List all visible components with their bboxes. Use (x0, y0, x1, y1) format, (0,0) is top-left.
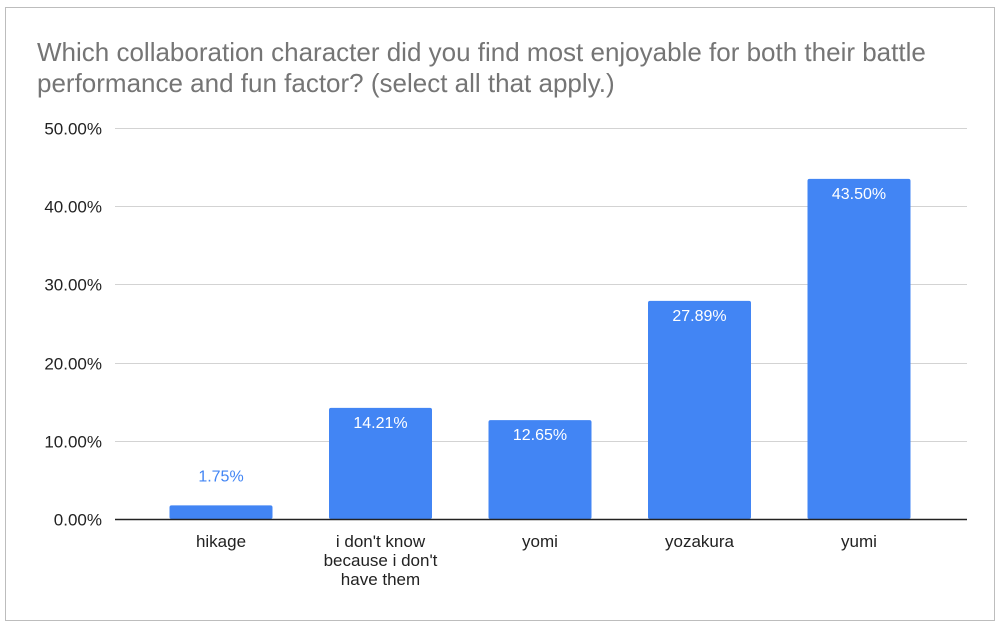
x-tick-label: i don't know because i don't have them (324, 532, 438, 589)
x-tick-label: yozakura (665, 532, 735, 551)
data-label: 12.65% (513, 427, 567, 444)
y-tick-label: 10.00% (44, 433, 102, 452)
data-label: 27.89% (672, 308, 726, 325)
data-label: 43.50% (832, 186, 886, 203)
y-tick-label: 0.00% (54, 511, 102, 530)
y-tick-label: 40.00% (44, 198, 102, 217)
bar (648, 300, 751, 519)
y-tick-label: 30.00% (44, 276, 102, 295)
y-tick-label: 20.00% (44, 355, 102, 374)
x-tick-label: yumi (841, 532, 877, 551)
data-label: 1.75% (198, 468, 243, 485)
y-tick-label: 50.00% (44, 120, 102, 139)
bar (807, 178, 911, 519)
chart-title: Which collaboration character did you fi… (37, 37, 926, 98)
bar (329, 407, 432, 519)
bar (169, 505, 273, 519)
bar (488, 420, 592, 519)
data-label: 14.21% (353, 415, 407, 432)
x-tick-label: hikage (196, 532, 246, 551)
x-tick-label: yomi (522, 532, 558, 551)
